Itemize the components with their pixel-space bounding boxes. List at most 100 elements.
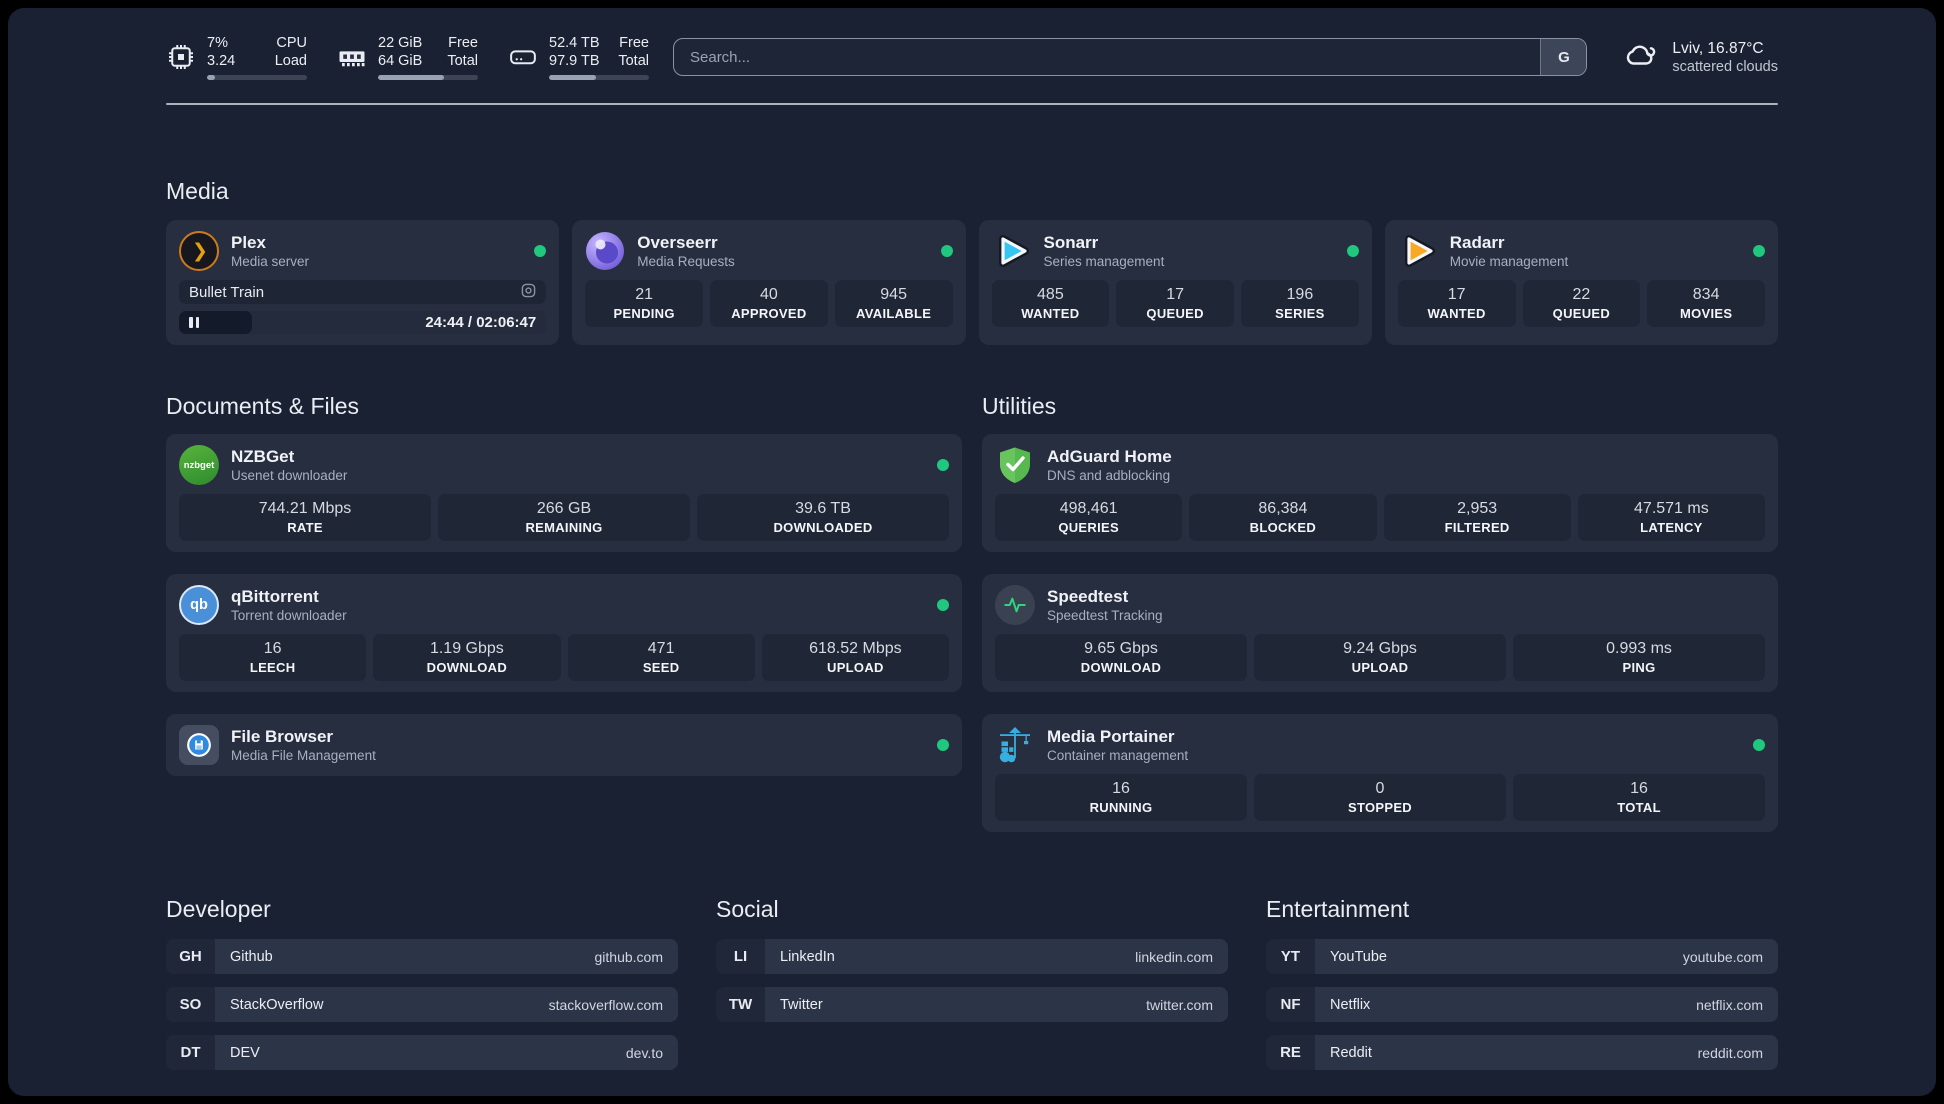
stat-label: BLOCKED <box>1249 520 1317 535</box>
app-card-speedtest[interactable]: Speedtest Speedtest Tracking 9.65 Gbps DO… <box>982 574 1778 692</box>
cpu-label-2: Load <box>274 53 307 69</box>
stat-tile: 17 WANTED <box>1397 280 1516 327</box>
playback-progress-bar: 24:44 / 02:06:47 <box>179 311 547 334</box>
bookmarks-developer: Developer GH Github github.com SO StackOv… <box>166 896 678 1070</box>
stat-label: SERIES <box>1275 306 1325 321</box>
bookmark-name: DEV <box>230 1044 260 1061</box>
bookmarks-entertainment: Entertainment YT YouTube youtube.com NF N… <box>1266 896 1778 1070</box>
app-card-overseerr[interactable]: Overseerr Media Requests 21 PENDING 40 APP… <box>572 220 966 345</box>
app-name: Sonarr <box>1043 233 1099 252</box>
bookmark-dev[interactable]: DT DEV dev.to <box>166 1035 678 1070</box>
stat-value: 17 <box>1166 286 1185 303</box>
stat-label: AVAILABLE <box>856 306 932 321</box>
bookmarks-social: Social LI LinkedIn linkedin.com TW Twitte… <box>716 896 1228 1070</box>
stat-value: 618.52 Mbps <box>809 640 902 657</box>
stat-tile: 945 AVAILABLE <box>834 280 953 327</box>
app-card-qbittorrent[interactable]: qb qBittorrent Torrent downloader 16 LEEC… <box>166 574 962 692</box>
media-cards-row: ❯ Plex Media server Bullet Train <box>166 220 1778 345</box>
app-description: Media server <box>231 254 310 269</box>
utilities-column: Utilities <box>982 393 1778 832</box>
stat-value: 498,461 <box>1059 500 1118 517</box>
stat-value: 0 <box>1375 780 1385 797</box>
app-card-filebrowser[interactable]: File Browser Media File Management <box>166 714 962 776</box>
bookmark-reddit[interactable]: RE Reddit reddit.com <box>1266 1035 1778 1070</box>
stat-tile: 0.993 ms PING <box>1513 634 1765 681</box>
stat-tile: 9.65 Gbps DOWNLOAD <box>995 634 1247 681</box>
stat-label: MOVIES <box>1679 306 1733 321</box>
playback-time: 24:44 / 02:06:47 <box>425 314 537 331</box>
search-engine-button[interactable]: G <box>1540 39 1587 75</box>
stat-value: 834 <box>1692 286 1720 303</box>
bookmark-stackoverflow[interactable]: SO StackOverflow stackoverflow.com <box>166 987 678 1022</box>
ram-stat: 22 GiB 64 GiB Free Total <box>337 34 478 80</box>
bookmark-twitter[interactable]: TW Twitter twitter.com <box>716 987 1228 1022</box>
session-icon[interactable] <box>521 283 536 302</box>
bookmark-url: youtube.com <box>1682 948 1763 965</box>
stat-label: DOWNLOADED <box>773 520 873 535</box>
bookmark-name: YouTube <box>1330 948 1387 965</box>
disk-progress-bar <box>549 75 649 80</box>
stat-label: WANTED <box>1427 306 1486 321</box>
bookmark-name: Github <box>230 948 273 965</box>
nzbget-icon-text: nzbget <box>183 459 215 471</box>
stat-label: QUEUED <box>1146 306 1204 321</box>
stat-tile: 17 QUEUED <box>1116 280 1234 327</box>
bookmark-abbr: YT <box>1266 939 1315 974</box>
status-online-dot <box>937 739 949 751</box>
stat-tile: 196 SERIES <box>1241 280 1359 327</box>
app-name: qBittorrent <box>231 587 319 606</box>
stat-label: UPLOAD <box>1351 660 1409 675</box>
stat-label: TOTAL <box>1617 800 1661 815</box>
bookmark-netflix[interactable]: NF Netflix netflix.com <box>1266 987 1778 1022</box>
bookmark-abbr: RE <box>1266 1035 1315 1070</box>
stat-value: 16 <box>1630 780 1648 797</box>
stat-label: REMAINING <box>525 520 603 535</box>
stat-value: 196 <box>1286 286 1314 303</box>
weather-condition: scattered clouds <box>1672 58 1778 75</box>
app-card-sonarr[interactable]: Sonarr Series management 485 WANTED 17 QUE… <box>978 220 1372 345</box>
ram-total-value: 64 GiB <box>378 53 423 69</box>
bookmark-github[interactable]: GH Github github.com <box>166 939 678 974</box>
app-card-plex[interactable]: ❯ Plex Media server Bullet Train <box>166 220 560 345</box>
app-description: Series management <box>1043 254 1165 269</box>
stat-tile: 485 WANTED <box>991 280 1110 327</box>
adguard-icon <box>995 445 1035 485</box>
stat-value: 39.6 TB <box>795 500 851 517</box>
bookmark-linkedin[interactable]: LI LinkedIn linkedin.com <box>716 939 1228 974</box>
status-online-dot <box>937 459 949 471</box>
bookmark-url: stackoverflow.com <box>548 996 663 1013</box>
stat-value: 1.19 Gbps <box>429 640 504 657</box>
app-description: Media Requests <box>637 254 735 269</box>
stat-value: 266 GB <box>536 500 592 517</box>
stat-tile: 744.21 Mbps RATE <box>179 494 431 541</box>
bookmark-abbr: TW <box>716 987 765 1022</box>
stat-label: SEED <box>642 660 680 675</box>
cloud-icon <box>1621 38 1659 77</box>
stat-value: 17 <box>1447 286 1466 303</box>
stat-tile: 471 SEED <box>567 634 755 681</box>
playback-progress-fill <box>179 311 253 334</box>
status-online-dot <box>534 245 547 257</box>
app-card-radarr[interactable]: Radarr Movie management 17 WANTED 22 QUEUE… <box>1384 220 1778 345</box>
search-input[interactable] <box>674 39 1541 75</box>
documents-column: Documents & Files nzbget NZBGet Usenet d… <box>166 393 962 832</box>
app-card-adguard[interactable]: AdGuard Home DNS and adblocking 498,461 Q… <box>982 434 1778 552</box>
bookmark-youtube[interactable]: YT YouTube youtube.com <box>1266 939 1778 974</box>
stat-tile: 16 TOTAL <box>1513 774 1765 821</box>
dashboard-page: 7% 3.24 CPU Load <box>8 8 1936 1096</box>
stat-label: PING <box>1622 660 1656 675</box>
app-card-portainer[interactable]: Media Portainer Container management 16 R… <box>982 714 1778 832</box>
section-title-utilities: Utilities <box>982 393 1057 419</box>
section-title-entertainment: Entertainment <box>1266 896 1410 922</box>
search-box: G <box>673 38 1588 76</box>
bookmark-name: Reddit <box>1330 1044 1372 1061</box>
pause-button[interactable] <box>189 317 199 328</box>
disk-stat: 52.4 TB 97.9 TB Free Total <box>508 34 649 80</box>
stat-tile: 618.52 Mbps UPLOAD <box>761 634 949 681</box>
app-card-nzbget[interactable]: nzbget NZBGet Usenet downloader 744.21 M… <box>166 434 962 552</box>
app-name: NZBGet <box>231 447 295 466</box>
header-divider <box>166 103 1778 105</box>
stat-tile: 9.24 Gbps UPLOAD <box>1254 634 1506 681</box>
status-online-dot <box>1753 245 1765 257</box>
app-description: Speedtest Tracking <box>1047 608 1163 623</box>
